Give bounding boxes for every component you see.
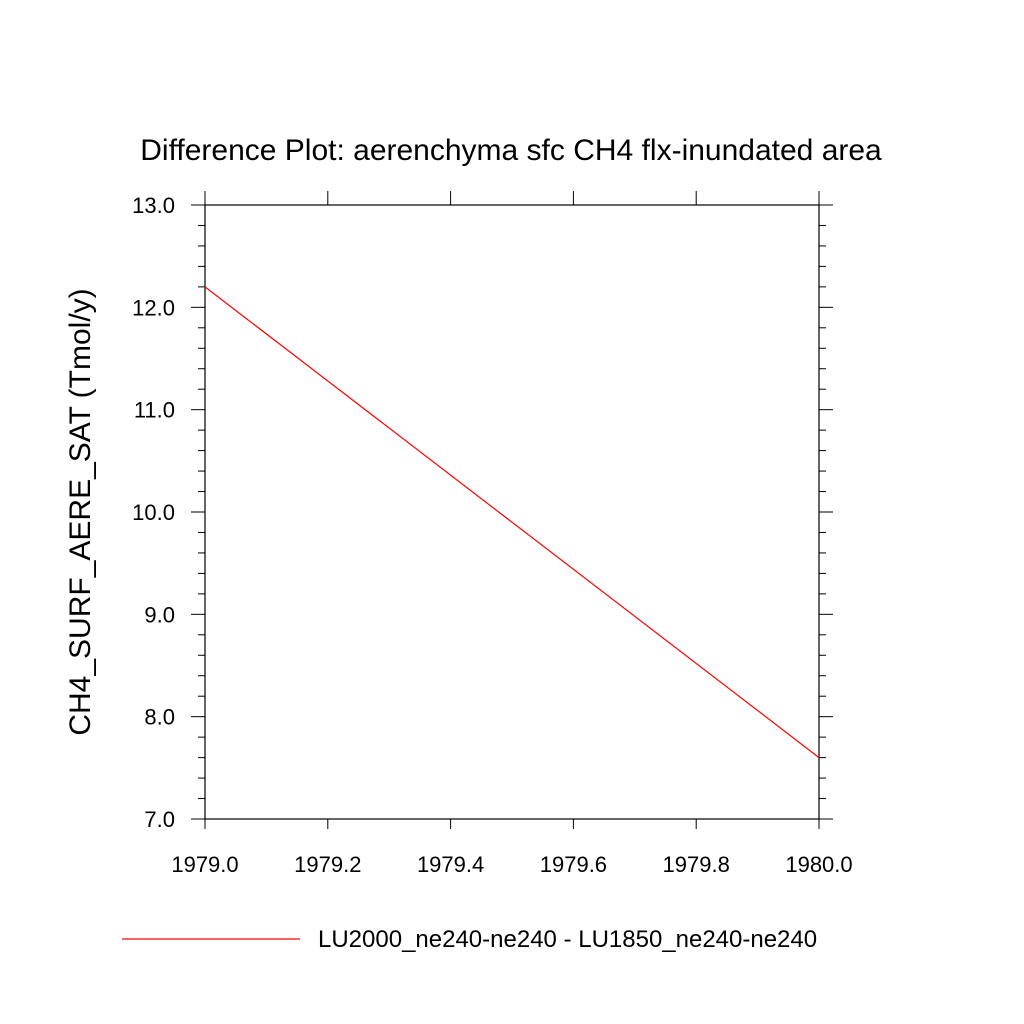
x-tick-label: 1980.0 xyxy=(785,852,852,877)
y-tick-label: 9.0 xyxy=(144,602,175,627)
y-tick-label: 10.0 xyxy=(132,500,175,525)
x-tick-label: 1979.6 xyxy=(540,852,607,877)
y-axis-ticks xyxy=(191,204,833,820)
legend: LU2000_ne240-ne240 - LU1850_ne240-ne240 xyxy=(122,926,817,953)
x-tick-label: 1979.0 xyxy=(171,852,238,877)
y-tick-label: 11.0 xyxy=(134,398,175,423)
plot-frame xyxy=(204,204,820,820)
x-tick-label: 1979.2 xyxy=(294,852,361,877)
x-tick-label: 1979.8 xyxy=(663,852,730,877)
chart-title: Difference Plot: aerenchyma sfc CH4 flx-… xyxy=(140,134,882,167)
x-axis-tick-labels: 1979.0 1979.2 1979.4 1979.6 1979.8 1980.0 xyxy=(171,852,852,877)
x-axis-ticks xyxy=(204,191,820,829)
y-tick-label: 7.0 xyxy=(144,807,175,832)
x-tick-label: 1979.4 xyxy=(417,852,484,877)
y-tick-label: 12.0 xyxy=(132,295,175,320)
y-axis-tick-labels: 7.0 8.0 9.0 10.0 11.0 12.0 13.0 xyxy=(132,193,175,832)
legend-label: LU2000_ne240-ne240 - LU1850_ne240-ne240 xyxy=(318,926,817,953)
y-tick-label: 8.0 xyxy=(144,705,175,730)
series-lines xyxy=(204,286,820,759)
y-axis-label: CH4_SURF_AERE_SAT (Tmol/y) xyxy=(64,288,97,735)
y-tick-label: 13.0 xyxy=(132,193,175,218)
series-line-0 xyxy=(204,286,820,759)
